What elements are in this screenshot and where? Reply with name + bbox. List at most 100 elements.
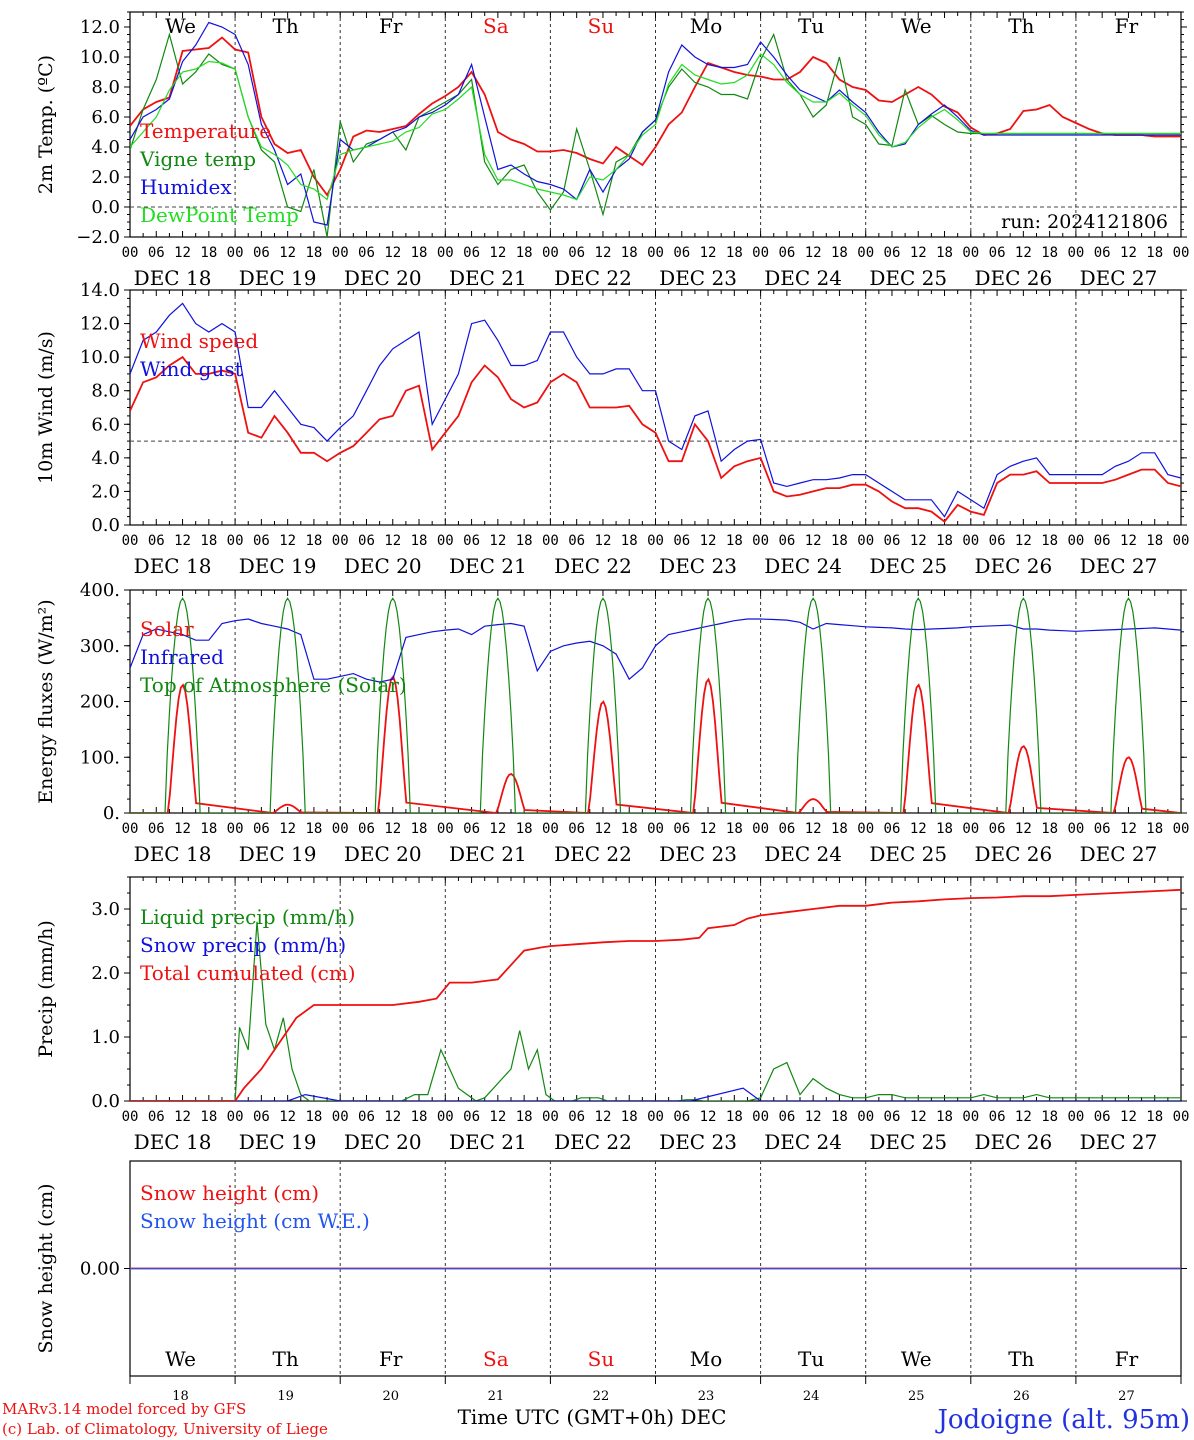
date-label: DEC 26 <box>974 842 1052 866</box>
hour-tick-label: 06 <box>253 1109 270 1125</box>
day-name-label: We <box>901 14 932 38</box>
hour-tick-label: 18 <box>1146 245 1163 261</box>
hour-tick-label: 06 <box>1094 245 1111 261</box>
hour-tick-label: 06 <box>568 1109 585 1125</box>
hour-tick-label: 00 <box>122 533 139 549</box>
date-label: DEC 24 <box>764 266 842 290</box>
hour-tick-label: 12 <box>174 533 191 549</box>
y-tick-label: 0. <box>103 803 120 824</box>
hour-tick-label: 12 <box>1015 821 1032 837</box>
hour-tick-label: 18 <box>516 821 533 837</box>
hour-tick-label: 00 <box>857 533 874 549</box>
date-label: DEC 27 <box>1080 266 1158 290</box>
hour-tick-label: 18 <box>1146 533 1163 549</box>
series-line-energy-0 <box>130 674 1181 813</box>
hour-tick-label: 00 <box>752 245 769 261</box>
hour-tick-label: 18 <box>200 245 217 261</box>
hour-tick-label: 12 <box>1015 245 1032 261</box>
hour-tick-label: 12 <box>279 533 296 549</box>
hour-tick-label: 18 <box>200 821 217 837</box>
day-name-label: Fr <box>1115 14 1139 38</box>
series-line-energy-1 <box>130 618 1181 683</box>
footer-copyright: (c) Lab. of Climatology, University of L… <box>2 1420 328 1438</box>
day-number-label: 19 <box>277 1389 294 1404</box>
hour-tick-label: 18 <box>831 1109 848 1125</box>
legend-entry: Snow height (cm W.E.) <box>140 1209 370 1233</box>
hour-tick-label: 00 <box>332 533 349 549</box>
hour-tick-label: 06 <box>253 821 270 837</box>
hour-tick-label: 12 <box>910 245 927 261</box>
hour-tick-label: 00 <box>542 533 559 549</box>
y-tick-label: 300. <box>80 636 120 657</box>
date-label: DEC 23 <box>659 842 737 866</box>
hour-tick-label: 06 <box>358 821 375 837</box>
series-layer <box>130 21 1181 1270</box>
hour-tick-label: 06 <box>673 1109 690 1125</box>
hour-tick-label: 12 <box>700 533 717 549</box>
hour-tick-label: 06 <box>148 1109 165 1125</box>
legend-entry: Humidex <box>140 175 232 199</box>
hour-tick-label: 18 <box>1146 1109 1163 1125</box>
hour-tick-label: 12 <box>384 821 401 837</box>
hour-tick-label: 00 <box>437 245 454 261</box>
y-tick-label: 3.0 <box>91 899 120 920</box>
series-line-precip-0 <box>130 921 1181 1101</box>
text-layer: 12.0 10.0 8.0 6.0 4.0 2.0 0.0 −2.0 2m Temp. (ºC)… <box>35 14 1189 1404</box>
hour-tick-label: 06 <box>673 245 690 261</box>
hour-tick-label: 06 <box>778 1109 795 1125</box>
hour-tick-label: 12 <box>910 1109 927 1125</box>
legend-entry: Wind speed <box>140 329 258 353</box>
series-line-precip-2 <box>130 888 1181 1101</box>
hour-tick-label: 18 <box>1041 533 1058 549</box>
date-label: DEC 19 <box>239 842 317 866</box>
y-tick-label: 2.0 <box>91 167 120 188</box>
hour-tick-label: 00 <box>227 245 244 261</box>
legend-entry: Top of Atmosphere (Solar) <box>140 673 407 697</box>
date-label: DEC 20 <box>344 266 422 290</box>
y-tick-label: 10.0 <box>80 347 120 368</box>
hour-tick-label: 12 <box>595 533 612 549</box>
hour-tick-label: 00 <box>752 821 769 837</box>
hour-tick-label: 18 <box>936 245 953 261</box>
y-tick-label: 0.0 <box>91 1091 120 1112</box>
hour-tick-label: 06 <box>1094 533 1111 549</box>
hour-tick-label: 06 <box>778 821 795 837</box>
date-label: DEC 18 <box>134 1130 212 1154</box>
legend-entry: Wind gust <box>140 357 243 381</box>
date-label: DEC 27 <box>1080 1130 1158 1154</box>
hour-tick-label: 18 <box>831 533 848 549</box>
hour-tick-label: 06 <box>989 533 1006 549</box>
y-tick-label: 2.0 <box>91 963 120 984</box>
day-name-label: Fr <box>379 1347 403 1371</box>
date-label: DEC 27 <box>1080 554 1158 578</box>
hour-tick-label: 12 <box>279 245 296 261</box>
hour-tick-label: 00 <box>542 1109 559 1125</box>
series-line-temperature-3 <box>130 53 1181 201</box>
hour-tick-label: 06 <box>568 533 585 549</box>
hour-tick-label: 06 <box>463 821 480 837</box>
date-label: DEC 22 <box>554 554 632 578</box>
hour-tick-label: 00 <box>437 821 454 837</box>
hour-tick-label: 06 <box>148 245 165 261</box>
hour-tick-label: 00 <box>647 1109 664 1125</box>
hour-tick-label: 12 <box>1120 821 1137 837</box>
hour-tick-label: 12 <box>805 1109 822 1125</box>
hour-tick-label: 18 <box>411 533 428 549</box>
date-label: DEC 25 <box>869 1130 947 1154</box>
y-tick-label: 8.0 <box>91 381 120 402</box>
hour-tick-label: 06 <box>989 821 1006 837</box>
day-number-label: 26 <box>1013 1389 1030 1404</box>
date-label: DEC 26 <box>974 1130 1052 1154</box>
hour-tick-label: 18 <box>1041 1109 1058 1125</box>
hour-tick-label: 18 <box>726 1109 743 1125</box>
hour-tick-label: 00 <box>1173 821 1190 837</box>
hour-tick-label: 00 <box>227 821 244 837</box>
y-tick-label: 8.0 <box>91 77 120 98</box>
hour-tick-label: 00 <box>1067 1109 1084 1125</box>
day-name-label: Th <box>1008 1347 1034 1371</box>
hour-tick-label: 00 <box>542 245 559 261</box>
date-label: DEC 20 <box>344 842 422 866</box>
hour-tick-label: 00 <box>1067 533 1084 549</box>
legend-entry: DewPoint Temp <box>140 203 299 227</box>
hour-tick-label: 18 <box>1146 821 1163 837</box>
